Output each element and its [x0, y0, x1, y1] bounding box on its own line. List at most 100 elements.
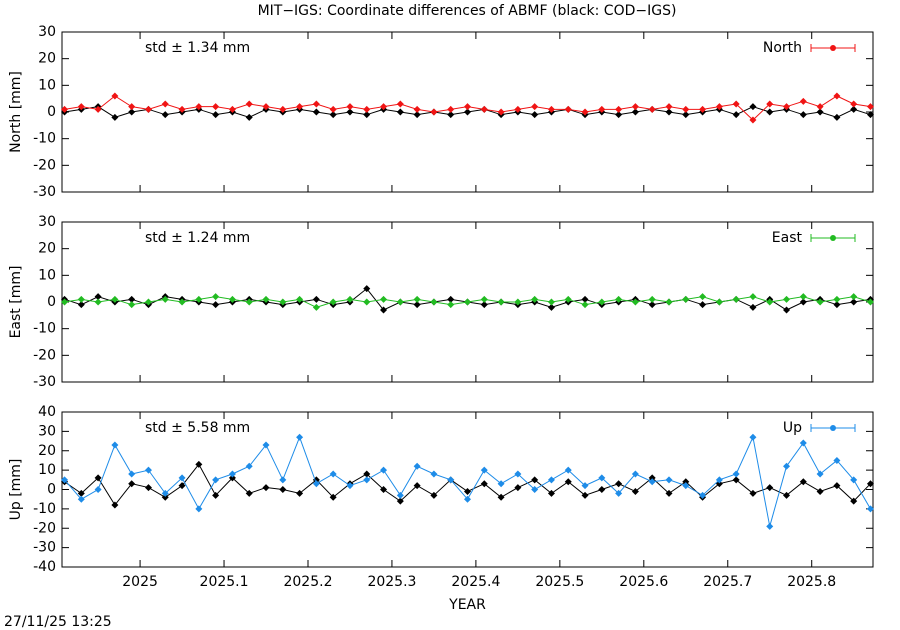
- data-point: [262, 484, 270, 492]
- data-point: [699, 105, 707, 113]
- data-point: [128, 301, 136, 309]
- data-point: [866, 480, 874, 488]
- y-tick-label: 0: [47, 482, 56, 498]
- y-tick-label: 0: [47, 294, 56, 310]
- data-point: [615, 489, 623, 497]
- data-point: [111, 501, 119, 509]
- data-point: [111, 441, 119, 449]
- annotation: std ± 1.24 mm: [145, 230, 250, 246]
- data-point: [262, 103, 270, 111]
- data-point: [581, 295, 589, 303]
- data-point: [312, 480, 320, 488]
- data-point: [514, 470, 522, 478]
- data-point: [648, 295, 656, 303]
- data-point: [396, 497, 404, 505]
- data-point: [228, 470, 236, 478]
- data-point: [212, 491, 220, 499]
- data-point: [615, 295, 623, 303]
- data-point: [296, 295, 304, 303]
- data-point: [799, 293, 807, 301]
- y-tick-label: 40: [38, 404, 56, 420]
- data-point: [799, 111, 807, 119]
- data-point: [766, 298, 774, 306]
- data-point: [77, 495, 85, 503]
- x-tick-label: 2025.4: [451, 574, 500, 590]
- data-point: [833, 295, 841, 303]
- data-point: [816, 103, 824, 111]
- data-point: [447, 111, 455, 119]
- data-point: [732, 470, 740, 478]
- data-point: [161, 295, 169, 303]
- data-point: [631, 108, 639, 116]
- data-point: [497, 108, 505, 116]
- data-point: [212, 103, 220, 111]
- data-point: [749, 489, 757, 497]
- y-tick-label: -10: [33, 131, 56, 147]
- data-point: [94, 105, 102, 113]
- data-point: [296, 433, 304, 441]
- data-point: [329, 470, 337, 478]
- data-point: [228, 474, 236, 482]
- data-point: [866, 298, 874, 306]
- data-point: [447, 105, 455, 113]
- data-point: [665, 103, 673, 111]
- data-point: [346, 108, 354, 116]
- legend-marker: [830, 425, 836, 431]
- data-point: [245, 298, 253, 306]
- legend-marker: [830, 235, 836, 241]
- data-point: [850, 100, 858, 108]
- data-point: [699, 491, 707, 499]
- data-point: [682, 105, 690, 113]
- data-point: [363, 298, 371, 306]
- data-point: [380, 306, 388, 314]
- data-point: [161, 489, 169, 497]
- data-point: [699, 293, 707, 301]
- data-point: [413, 105, 421, 113]
- data-point: [766, 522, 774, 530]
- data-point: [346, 295, 354, 303]
- data-point: [665, 108, 673, 116]
- data-point: [783, 306, 791, 314]
- data-point: [480, 480, 488, 488]
- data-point: [212, 476, 220, 484]
- data-point: [380, 486, 388, 493]
- data-point: [732, 111, 740, 119]
- data-point: [547, 476, 555, 484]
- data-point: [447, 476, 455, 484]
- y-tick-label: -30: [33, 540, 56, 556]
- data-point: [329, 105, 337, 113]
- data-point: [279, 105, 287, 113]
- data-point: [598, 298, 606, 306]
- legend-marker: [830, 45, 836, 51]
- data-point: [564, 466, 572, 474]
- data-point: [413, 295, 421, 303]
- x-tick-label: 2025.5: [535, 574, 584, 590]
- x-tick-label: 2025.2: [283, 574, 332, 590]
- legend-label: Up: [783, 420, 802, 436]
- data-point: [212, 111, 220, 119]
- y-tick-label: -40: [33, 559, 56, 575]
- data-point: [262, 441, 270, 449]
- data-point: [245, 462, 253, 470]
- x-axis-label: YEAR: [448, 597, 486, 613]
- footer: 27/11/25 13:25: [4, 614, 112, 630]
- data-point: [497, 493, 505, 501]
- data-point: [581, 491, 589, 499]
- data-point: [144, 298, 152, 306]
- data-point: [799, 298, 807, 306]
- data-point: [430, 108, 438, 116]
- x-tick-label: 2025: [122, 574, 158, 590]
- data-point: [631, 470, 639, 478]
- data-point: [850, 105, 858, 113]
- data-point: [413, 462, 421, 470]
- y-tick-label: 10: [38, 77, 56, 93]
- data-point: [598, 486, 606, 493]
- data-point: [783, 295, 791, 303]
- data-point: [833, 482, 841, 490]
- y-axis-label: North [mm]: [8, 71, 24, 153]
- data-point: [363, 285, 371, 293]
- data-point: [514, 484, 522, 492]
- data-point: [581, 482, 589, 490]
- data-point: [816, 108, 824, 116]
